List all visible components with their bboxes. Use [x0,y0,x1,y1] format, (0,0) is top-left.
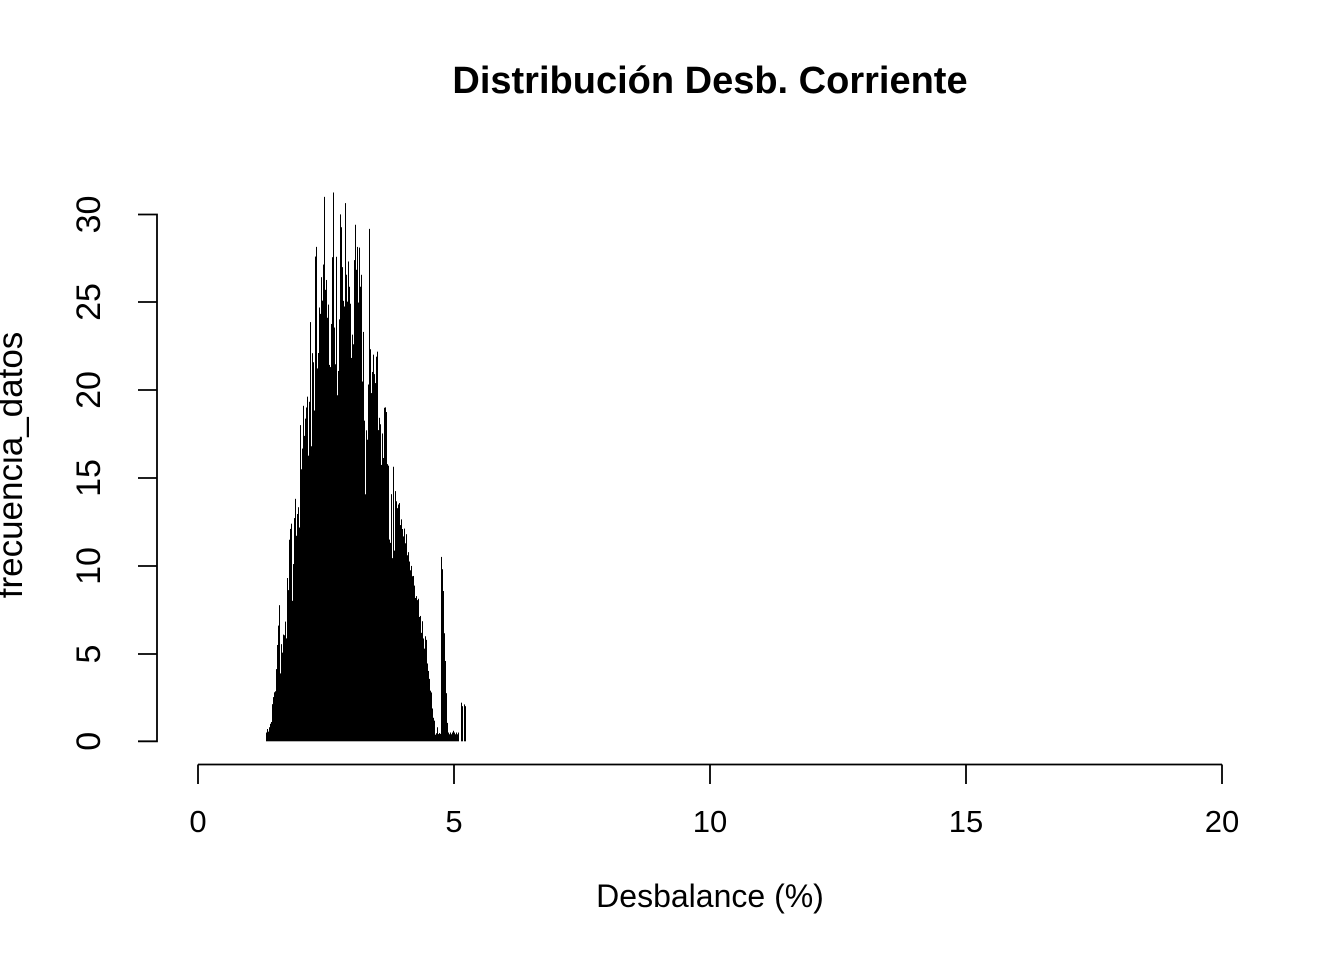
svg-text:5: 5 [70,645,108,664]
svg-text:frecuencia_datos: frecuencia_datos [0,332,30,599]
svg-text:20: 20 [70,371,108,409]
svg-text:20: 20 [1205,804,1239,839]
svg-text:15: 15 [70,459,108,497]
svg-text:10: 10 [693,804,727,839]
svg-text:0: 0 [70,732,108,751]
svg-text:5: 5 [445,804,462,839]
svg-text:Desbalance (%): Desbalance (%) [596,878,824,914]
svg-text:15: 15 [949,804,983,839]
svg-text:Distribución Desb. Corriente: Distribución Desb. Corriente [452,60,967,102]
svg-text:0: 0 [189,804,206,839]
svg-text:30: 30 [70,196,108,234]
svg-text:10: 10 [70,547,108,585]
svg-text:25: 25 [70,283,108,321]
